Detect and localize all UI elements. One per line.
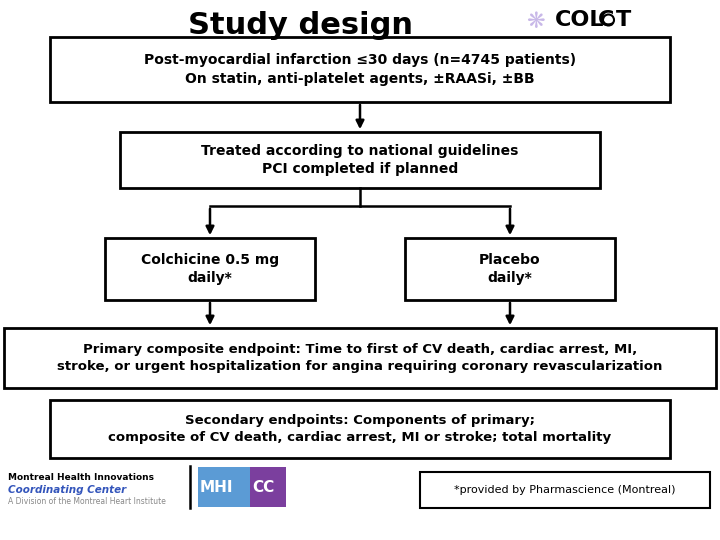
FancyBboxPatch shape [50,37,670,102]
FancyBboxPatch shape [50,400,670,458]
Text: Placebo
daily*: Placebo daily* [480,253,541,285]
Text: COL: COL [555,10,605,30]
Text: *provided by Pharmascience (Montreal): *provided by Pharmascience (Montreal) [454,485,676,495]
Text: Montreal Health Innovations: Montreal Health Innovations [8,474,154,483]
Text: Coordinating Center: Coordinating Center [8,485,126,495]
FancyBboxPatch shape [105,238,315,300]
Text: Primary composite endpoint: Time to first of CV death, cardiac arrest, MI,
strok: Primary composite endpoint: Time to firs… [58,343,662,373]
Text: Post-myocardial infarction ≤30 days (n=4745 patients)
On statin, anti-platelet a: Post-myocardial infarction ≤30 days (n=4… [144,53,576,86]
FancyBboxPatch shape [420,472,710,508]
FancyBboxPatch shape [4,328,716,388]
Text: A Division of the Montreal Heart Institute: A Division of the Montreal Heart Institu… [8,497,166,507]
FancyBboxPatch shape [120,132,600,188]
Text: Colchicine 0.5 mg
daily*: Colchicine 0.5 mg daily* [141,253,279,285]
Text: ❋: ❋ [526,12,544,32]
FancyBboxPatch shape [198,467,286,507]
Text: Study design: Study design [187,10,413,39]
FancyBboxPatch shape [250,467,286,507]
Text: T: T [616,10,631,30]
Text: Treated according to national guidelines
PCI completed if planned: Treated according to national guidelines… [202,144,518,176]
Text: CC: CC [252,480,274,495]
Text: C: C [598,10,614,30]
Text: MHI: MHI [200,480,233,495]
FancyBboxPatch shape [405,238,615,300]
Text: Secondary endpoints: Components of primary;
composite of CV death, cardiac arres: Secondary endpoints: Components of prima… [109,414,611,444]
